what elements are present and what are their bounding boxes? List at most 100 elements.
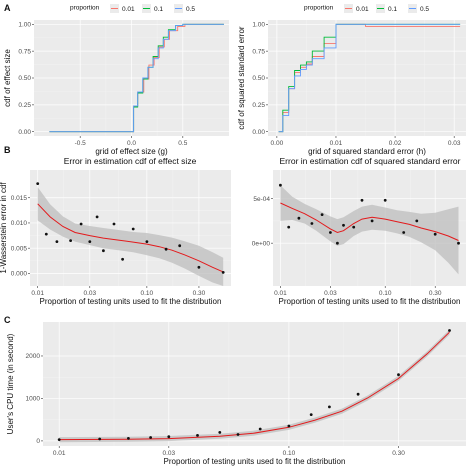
data-point bbox=[433, 232, 437, 236]
y-axis-label: cdf of effect size bbox=[3, 49, 12, 107]
y-axis-label: User's CPU time (in second) bbox=[6, 333, 15, 434]
y-tick-label: 0.000 bbox=[11, 271, 28, 278]
y-tick-label: 0.25 bbox=[252, 102, 265, 109]
data-point bbox=[145, 240, 149, 244]
data-point bbox=[370, 219, 374, 223]
y-tick-label: 0 bbox=[36, 438, 40, 445]
x-axis-label: Proportion of testing units used to fit … bbox=[279, 297, 461, 306]
panel-label-b: B bbox=[4, 145, 11, 155]
cdf-line-01 bbox=[278, 23, 461, 133]
data-point bbox=[102, 249, 105, 253]
confidence-band bbox=[37, 187, 224, 286]
data-point bbox=[131, 227, 135, 231]
cdf-line-05 bbox=[278, 23, 461, 133]
data-point bbox=[279, 183, 282, 187]
data-point bbox=[258, 427, 262, 431]
legend-label: 0.5 bbox=[186, 6, 195, 13]
x-tick-label: 0.03 bbox=[448, 140, 461, 147]
x-tick-label: 0.10 bbox=[379, 290, 392, 297]
panel-a-right: 0.00 0.25 0.50 0.75 1.00 0.00 0.01 0.02 0.03 grid… bbox=[237, 4, 466, 156]
smooth-line bbox=[280, 202, 459, 241]
y-tick-label: 0.50 bbox=[252, 75, 265, 82]
y-tick-label: 1000 bbox=[26, 396, 41, 403]
x-tick-label: 0.03 bbox=[324, 290, 337, 297]
x-axis-label: grid of effect size (g) bbox=[95, 147, 168, 156]
panel-b-left: 0.000 0.005 0.010 0.015 0.01 0.03 0.10 0.30Prop… bbox=[0, 156, 231, 306]
y-tick-label: 5e-04 bbox=[253, 196, 270, 203]
legend-label: 0.5 bbox=[420, 6, 429, 13]
panel-label-a: A bbox=[4, 3, 11, 13]
data-point bbox=[360, 198, 364, 202]
confidence-band bbox=[280, 185, 459, 275]
data-point bbox=[112, 222, 116, 226]
smooth-line bbox=[37, 203, 224, 273]
data-point bbox=[178, 244, 182, 248]
y-tick-label: 1.00 bbox=[252, 21, 265, 28]
x-tick-label: 0.03 bbox=[162, 450, 175, 457]
y-tick-label: 0.25 bbox=[18, 102, 31, 109]
data-point bbox=[320, 213, 324, 217]
x-tick-label: 0.5 bbox=[178, 140, 187, 147]
legend-title: proportion bbox=[70, 5, 100, 12]
legend-label: 0.1 bbox=[388, 6, 397, 13]
data-point bbox=[356, 392, 360, 396]
data-point bbox=[415, 219, 419, 223]
data-point bbox=[57, 438, 61, 441]
panel-title: Error in estimation cdf of squared stand… bbox=[280, 156, 461, 166]
plot-background bbox=[43, 322, 466, 446]
data-point bbox=[196, 434, 199, 437]
data-point bbox=[36, 182, 40, 186]
data-point bbox=[329, 231, 332, 234]
y-tick-label: 2000 bbox=[26, 353, 41, 360]
data-point bbox=[55, 240, 59, 244]
x-tick-label: 0.0 bbox=[127, 140, 136, 147]
y-tick-label: 0.015 bbox=[11, 195, 28, 202]
data-point bbox=[98, 437, 102, 441]
x-axis-label: Proportion of testing units used to fit … bbox=[40, 297, 222, 306]
x-tick-label: 0.01 bbox=[274, 290, 287, 297]
y-axis-label: cdf of squared standard error bbox=[237, 26, 246, 130]
panel-c: 0 1000 2000 0.01 0.03 0.10 0.30 Proportion of t… bbox=[6, 322, 466, 466]
data-point bbox=[79, 222, 83, 226]
y-tick-label: 0.75 bbox=[252, 48, 265, 55]
panel-label-c: C bbox=[4, 315, 11, 325]
data-point bbox=[164, 247, 168, 251]
data-point bbox=[218, 431, 222, 434]
data-point bbox=[397, 373, 400, 377]
data-point bbox=[342, 223, 345, 227]
cdf-line-05 bbox=[49, 23, 224, 133]
x-tick-label: 0.10 bbox=[283, 450, 296, 457]
y-tick-label: 0.75 bbox=[18, 48, 31, 55]
data-point bbox=[88, 240, 92, 244]
legend-label: 0.1 bbox=[154, 6, 163, 13]
legend-label: 0.01 bbox=[122, 6, 135, 13]
data-point bbox=[221, 271, 225, 274]
y-tick-label: 0.010 bbox=[11, 220, 28, 227]
y-tick-label: 1.00 bbox=[18, 21, 31, 28]
data-point bbox=[352, 225, 356, 229]
data-point bbox=[149, 436, 153, 439]
y-tick-label: 0.50 bbox=[18, 75, 31, 82]
data-point bbox=[336, 241, 339, 245]
y-tick-label: 0.00 bbox=[18, 129, 31, 136]
data-point bbox=[95, 215, 99, 219]
y-tick-label: 0.005 bbox=[11, 245, 28, 252]
data-point bbox=[310, 222, 314, 225]
data-point bbox=[126, 437, 130, 440]
legend-label: 0.01 bbox=[356, 6, 369, 13]
y-tick-label: 0e+00 bbox=[252, 240, 271, 247]
data-point bbox=[236, 433, 240, 436]
data-point bbox=[44, 232, 48, 236]
data-point bbox=[287, 225, 291, 229]
x-tick-label: 0.30 bbox=[392, 450, 405, 457]
panel-a-left: 0.00 0.25 0.50 0.75 1.00 -0.5 0.0 0.5 grid of ef… bbox=[3, 4, 229, 156]
legend-title: proportion bbox=[304, 5, 334, 12]
x-tick-label: 0.01 bbox=[31, 290, 44, 297]
data-point bbox=[297, 216, 301, 220]
y-axis-label: 1-Wasserstein error in cdf bbox=[0, 182, 8, 274]
data-point bbox=[167, 435, 171, 439]
data-point bbox=[69, 239, 72, 243]
data-point bbox=[309, 413, 313, 416]
